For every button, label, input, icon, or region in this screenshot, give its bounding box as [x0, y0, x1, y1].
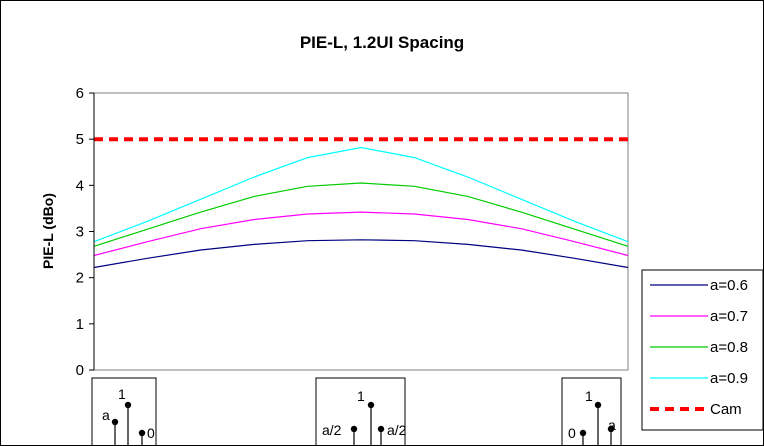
inset-label: a/2	[387, 422, 407, 438]
series-line-a-0-6	[93, 239, 629, 269]
chart-title: PIE-L, 1.2UI Spacing	[300, 33, 464, 52]
inset-label: 0	[147, 425, 155, 441]
inset-label: a	[102, 407, 110, 423]
inset-box	[315, 377, 406, 445]
pulse-dot	[594, 401, 602, 409]
pulse-inset: a1 0	[91, 377, 157, 445]
inset-label: 1	[585, 388, 593, 404]
pulse-dot	[607, 425, 615, 433]
y-tick-label: 4	[76, 177, 84, 194]
pulse-dot	[579, 429, 587, 437]
pulse-inset: a/2 1 a/2	[315, 377, 407, 445]
legend-label: a=0.8	[710, 339, 748, 356]
inset-label: a/2	[322, 422, 342, 438]
y-tick-label: 2	[76, 270, 84, 287]
plot-area	[93, 92, 629, 371]
inset-label: 1	[118, 386, 126, 402]
pulse-dot	[350, 425, 358, 433]
pulse-inset: 0 1a	[561, 377, 622, 445]
inset-label: 0	[568, 425, 576, 441]
series-layer	[93, 137, 629, 269]
series-line-a-0-8	[93, 182, 629, 247]
pulse-insets: a10 a/21a/2 01a	[91, 377, 622, 445]
y-tick-label: 0	[76, 362, 84, 379]
inset-label: 1	[357, 388, 365, 404]
series-line-a-0-7	[93, 211, 629, 257]
y-axis-label: PIE-L (dBo)	[40, 193, 56, 269]
legend-label: a=0.7	[710, 308, 748, 325]
y-tick-label: 5	[76, 131, 84, 148]
y-tick-label: 3	[76, 224, 84, 241]
y-tick-label: 1	[76, 316, 84, 333]
pulse-dot	[367, 401, 375, 409]
pulse-dot	[111, 418, 119, 426]
legend-label: a=0.6	[710, 277, 748, 294]
pulse-dot	[377, 425, 385, 433]
legend-box	[641, 269, 763, 431]
legend-label: a=0.9	[710, 370, 748, 387]
series-line-a-0-9	[93, 146, 629, 243]
inset-box	[91, 377, 157, 445]
legend: a=0.6 a=0.7 a=0.8 a=0.9 Cam	[641, 269, 763, 431]
inset-label: a	[608, 417, 616, 433]
pulse-dot	[124, 401, 132, 409]
pulse-dot	[138, 429, 146, 437]
y-axis: 0 1 2 3 4 5 6	[76, 85, 95, 379]
legend-label: Cam	[710, 401, 742, 418]
y-tick-label: 6	[76, 85, 84, 102]
